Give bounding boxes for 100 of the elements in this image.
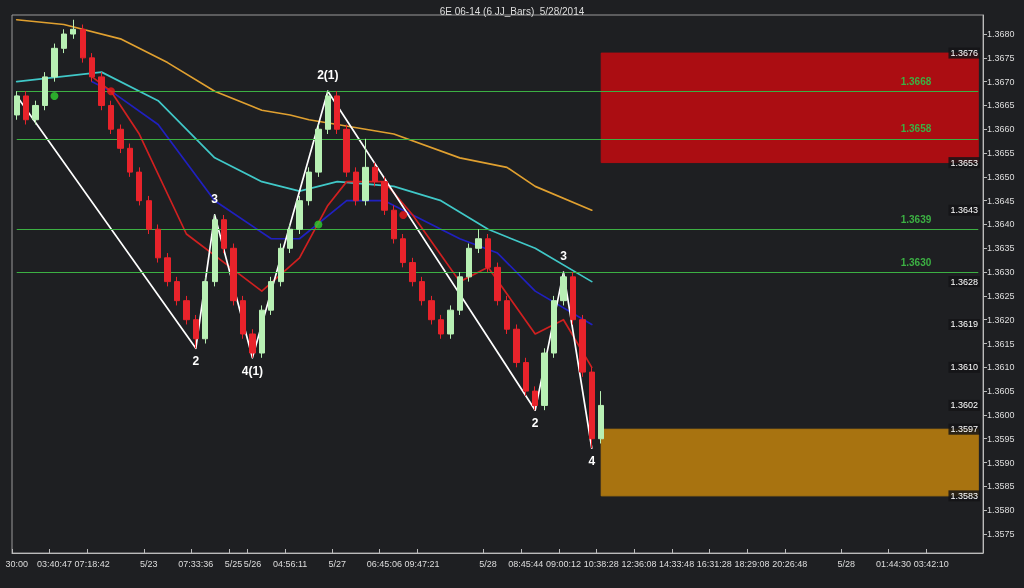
candlestick [230, 243, 237, 306]
y-tick-label: 1.3600 [987, 409, 1015, 420]
y-tick-label: 1.3640 [987, 219, 1015, 230]
y-tick-label: 1.3575 [987, 528, 1015, 539]
candlestick [164, 252, 171, 287]
candlestick [400, 233, 406, 268]
candlestick [268, 276, 274, 316]
x-tick-label: 5/25 [224, 558, 243, 569]
point [106, 87, 115, 96]
candlestick [494, 262, 501, 306]
y-tick-label: 1.3595 [987, 433, 1015, 444]
annotation: 4 [588, 454, 596, 469]
candlestick [409, 257, 416, 287]
y-tick-label: 1.3590 [987, 457, 1015, 468]
candlestick [598, 390, 604, 444]
candlestick [51, 43, 58, 83]
annotation: 1.3602 [950, 400, 978, 411]
y-tick-label: 1.3680 [987, 29, 1015, 40]
ref-line-label: 1.3630 [900, 256, 932, 268]
annotation: 1.3619 [950, 319, 978, 330]
x-tick-label: 5/28 [479, 558, 497, 569]
y-tick-label: 1.3670 [987, 76, 1015, 87]
candlestick [202, 276, 208, 345]
y-tick-label: 1.3630 [987, 267, 1015, 278]
x-tick-label: 08:45:44 [508, 558, 544, 569]
candlestick [457, 271, 463, 316]
candlestick [532, 385, 538, 411]
candlestick [136, 166, 142, 206]
annotation: 2 [192, 354, 200, 369]
x-tick-label: 03:40:47 [36, 558, 72, 569]
annotation: 2(1) [317, 68, 339, 83]
y-tick-label: 1.3580 [987, 505, 1015, 516]
candlestick [278, 243, 284, 287]
annotation: 1.3597 [950, 424, 978, 435]
chart-title: 6E 06-14 (6 JJ_Bars) 5/28/2014 [439, 5, 585, 17]
y-tick-label: 1.3605 [987, 386, 1015, 397]
x-tick-label: 10:38:28 [583, 558, 619, 569]
annotation: 3 [560, 249, 568, 264]
line-series [91, 80, 593, 326]
candlestick [240, 295, 246, 340]
candlestick [259, 304, 265, 359]
candlestick [551, 295, 557, 359]
y-tick-label: 1.3655 [987, 148, 1015, 159]
ref-line-label: 1.3658 [900, 123, 932, 135]
y-tick-label: 1.3635 [987, 243, 1015, 254]
candlestick [334, 90, 340, 135]
candlestick [70, 19, 76, 40]
annotation: 1.3583 [950, 490, 978, 501]
y-tick-label: 1.3610 [987, 362, 1015, 373]
candlestick [23, 90, 29, 125]
x-tick-label: 5/27 [328, 558, 346, 569]
candlestick [438, 314, 444, 340]
candlestick [504, 295, 510, 335]
candlestick [513, 323, 520, 368]
y-tick-label: 1.3620 [987, 314, 1015, 325]
candlestick [589, 366, 595, 449]
x-tick-label: 5/26 [243, 558, 262, 569]
x-tick-label: 09:00:12 [545, 558, 582, 569]
point [50, 91, 59, 100]
candlestick [108, 100, 114, 135]
candlestick [325, 90, 331, 135]
candlestick [174, 276, 180, 306]
x-tick-label: 03:42:10 [913, 558, 949, 569]
candlestick [249, 328, 256, 359]
candlestick [146, 195, 152, 235]
candlestick [579, 314, 586, 378]
x-tick-label: 09:47:21 [404, 558, 440, 569]
x-tick-label: 12:36:08 [621, 558, 657, 569]
candlestick [193, 314, 199, 349]
candlestick [296, 195, 303, 235]
candlestick [485, 233, 491, 273]
annotation: 4(1) [241, 363, 264, 378]
annotation: 1.3628 [950, 276, 978, 287]
y-tick-label: 1.3660 [987, 124, 1015, 135]
candlestick [419, 276, 425, 306]
candlestick [523, 357, 529, 397]
candlestick [183, 295, 190, 325]
line-series [15, 18, 593, 212]
candlestick [428, 295, 435, 325]
candlestick [117, 124, 124, 154]
candlestick [14, 90, 20, 121]
annotation: 1.3676 [950, 48, 978, 59]
candlestick [391, 204, 397, 245]
x-tick-label: 30:00 [5, 558, 28, 569]
x-tick-label: 01:44:30 [875, 558, 911, 569]
candlestick [560, 271, 567, 306]
x-tick-label: 06:45:06 [366, 558, 402, 569]
x-tick-label: 04:56:11 [272, 558, 308, 569]
candlestick [155, 223, 161, 264]
candlestick [212, 214, 218, 287]
x-tick-label: 18:29:08 [734, 558, 770, 569]
point [399, 210, 408, 219]
x-tick-label: 07:18:42 [74, 558, 110, 569]
candlestick [42, 71, 48, 111]
candlestick [98, 71, 105, 111]
annotation: 1.3610 [950, 362, 978, 373]
candlestick [362, 138, 369, 206]
ref-line-label: 1.3668 [900, 75, 932, 87]
candlestick [353, 166, 359, 206]
candlestick [89, 52, 95, 83]
